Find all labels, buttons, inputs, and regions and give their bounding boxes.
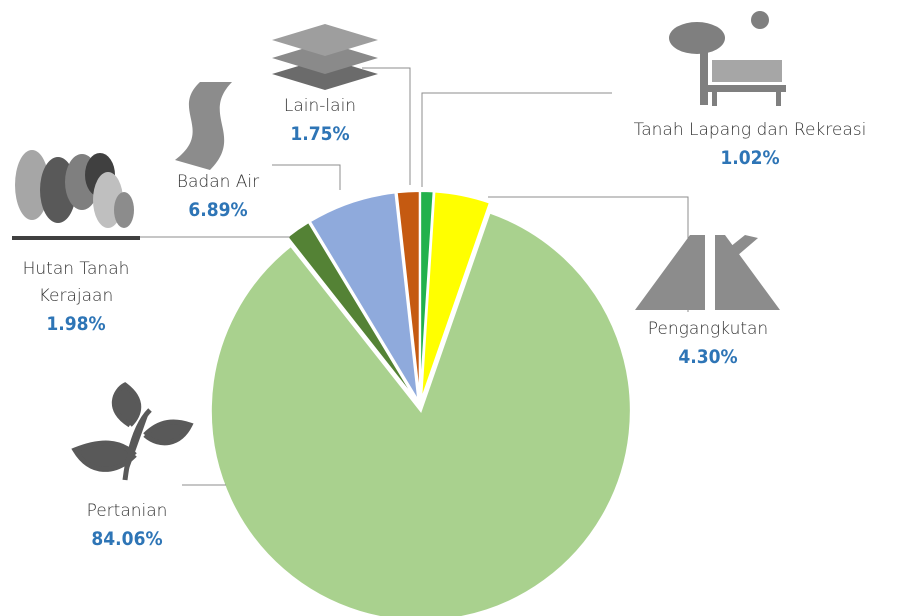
percent-label: 1.75% [290, 123, 350, 145]
percent-label: 6.89% [188, 199, 248, 221]
category-name: Badan Air [176, 172, 260, 192]
icon-plant [71, 382, 194, 481]
icons [12, 11, 786, 481]
category-name: Pengangkutan [647, 319, 769, 339]
category-name: Pertanian [86, 501, 168, 521]
category-name: Tanah Lapang dan Rekreasi [633, 120, 867, 140]
icon-layers [272, 24, 378, 56]
leader-line [362, 67, 411, 185]
icon-layers [272, 42, 378, 74]
pie-slice [419, 190, 492, 402]
category-name: Hutan Tanah Kerajaan [22, 259, 130, 306]
leader-line [488, 196, 689, 312]
percent-label: 1.98% [46, 313, 106, 335]
slice-label: Pengangkutan 4.30% [618, 316, 798, 371]
pie-slice [209, 211, 632, 616]
leader-line [421, 92, 612, 187]
icon-river [175, 82, 232, 170]
icon-road [635, 235, 780, 310]
slice-label: Badan Air 6.89% [148, 169, 288, 224]
pie-slice [308, 191, 420, 402]
slice-label: Lain-lain 1.75% [250, 93, 390, 148]
icon-trees [12, 150, 140, 240]
slice-label: Hutan Tanah Kerajaan 1.98% [1, 256, 151, 338]
slice-label: Tanah Lapang dan Rekreasi 1.02% [600, 117, 898, 172]
leader-line [272, 164, 341, 190]
icon-park [669, 11, 786, 106]
percent-label: 1.02% [720, 147, 780, 169]
pie-slice [395, 190, 421, 402]
slice-label: Pertanian 84.06% [37, 498, 217, 553]
percent-label: 4.30% [678, 346, 738, 368]
percent-label: 84.06% [91, 528, 163, 550]
category-name: Lain-lain [283, 96, 357, 116]
